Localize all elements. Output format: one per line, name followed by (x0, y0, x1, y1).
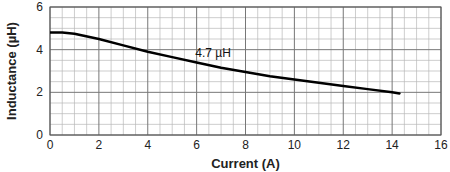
x-tick-label: 0 (47, 138, 54, 152)
grid-line (50, 49, 441, 50)
x-tick-label: 10 (288, 138, 302, 152)
x-tick-label: 6 (193, 138, 200, 152)
x-tick-label: 14 (385, 138, 399, 152)
grid-line (392, 7, 393, 135)
series-label: 4.7 µH (195, 46, 231, 60)
x-tick-label: 16 (434, 138, 448, 152)
series-line (50, 33, 399, 94)
x-tick-label: 2 (96, 138, 103, 152)
grid-line (196, 7, 197, 135)
x-tick-label: 8 (242, 138, 249, 152)
x-tick-label: 12 (337, 138, 351, 152)
grid-line (343, 7, 344, 135)
plot-frame (50, 7, 441, 135)
chart: 0 2 4 6 8 10 12 14 16 0 2 4 6 4.7 µH Current (A) Induct… (0, 0, 450, 172)
x-tick-label: 4 (144, 138, 151, 152)
y-tick-label: 2 (36, 85, 43, 99)
grid-line (147, 7, 148, 135)
y-tick-label: 4 (36, 43, 43, 57)
grid-line (294, 7, 295, 135)
x-axis-label: Current (A) (211, 156, 280, 171)
y-tick-label: 0 (36, 128, 43, 142)
y-tick-label: 6 (36, 0, 43, 14)
series-group (50, 33, 399, 94)
grid-line (98, 7, 99, 135)
y-axis-label: Inductance (µH) (4, 22, 19, 120)
